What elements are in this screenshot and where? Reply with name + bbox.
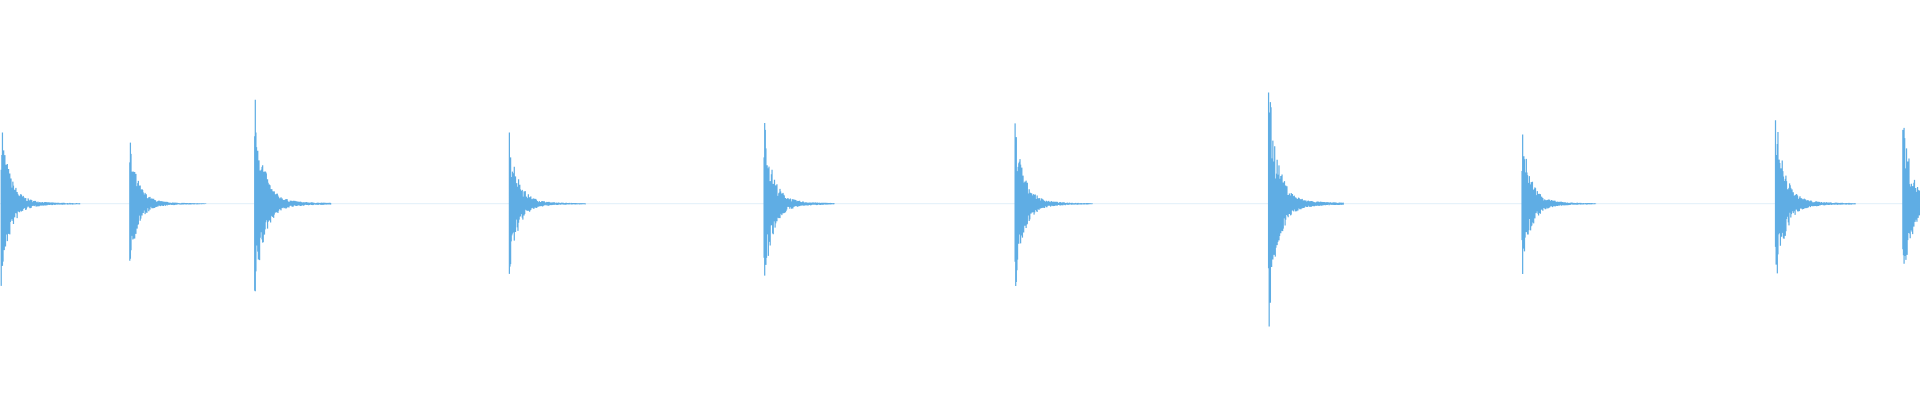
transient <box>0 132 81 286</box>
transient <box>1902 127 1920 264</box>
transient <box>129 142 207 261</box>
transient <box>254 99 332 292</box>
transient <box>763 123 835 276</box>
transient <box>508 132 586 274</box>
transient <box>1267 92 1344 327</box>
transient <box>1014 123 1093 286</box>
transient <box>1774 120 1856 274</box>
transient <box>1521 134 1597 274</box>
